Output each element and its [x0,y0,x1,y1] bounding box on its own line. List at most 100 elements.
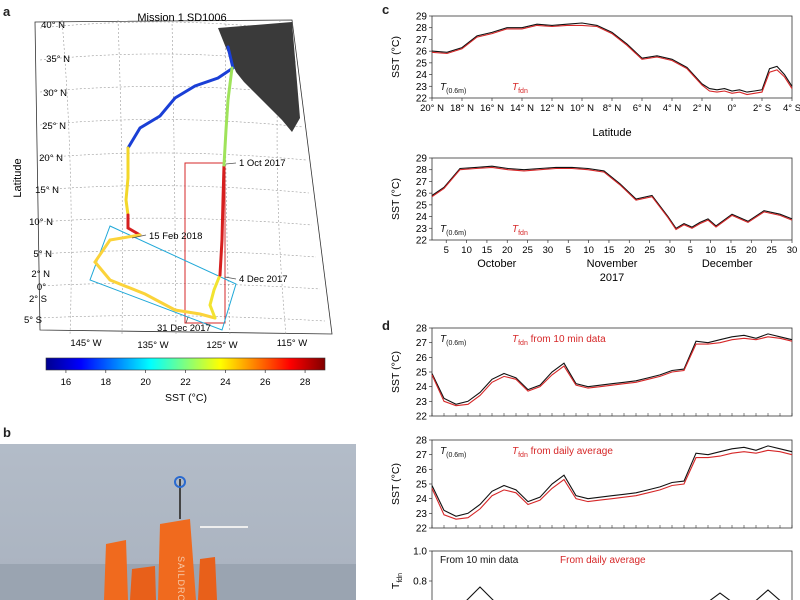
legend-suffix: from daily average [528,446,613,457]
map-annotations: 1 Oct 2017 15 Feb 2018 4 Dec 2017 31 Dec… [149,158,288,334]
map-frame [34,19,333,335]
colorbar-ticks: 16 18 20 22 24 26 28 [61,370,311,388]
series-line [431,165,793,230]
lon-label: 125° W [206,340,237,351]
annotation-label: 1 Oct 2017 [239,158,285,169]
colorbar-tick-label: 28 [300,377,311,388]
legend-entry: T(0.6m) [440,224,466,237]
panel-letter-c: c [382,2,390,17]
legend-sub: fdn [518,88,528,95]
plot-frame [431,327,793,417]
legend-name: T [512,334,519,345]
colorbar-tick-label: 20 [140,377,151,388]
y-tick-label: 26 [416,47,428,58]
legend-entry: From daily average [560,555,646,566]
annotation-label: 4 Dec 2017 [239,274,288,285]
series-line [431,166,793,231]
x-tick-label: 15 [726,245,737,256]
colorbar-tick-label: 18 [100,377,111,388]
x-tick-label: 2° N [693,103,712,114]
x-tick-label: 30 [787,245,798,256]
colorbar-tick-label: 16 [61,377,72,388]
x-tick-label: 0° [727,103,736,114]
legend-entry: Tfdn from 10 min data [512,334,606,347]
y-tick-label: 29 [416,12,428,23]
x-tick-label: 10 [705,245,716,256]
x-tick-label: 15 [604,245,615,256]
y-tick-label: 28 [416,324,428,335]
y-tick-label: 23 [416,509,428,520]
series-line [431,336,793,407]
legend-entry: T(0.6m) [440,82,466,95]
map-panel: Mission 1 SD1006 Latitude 40° N 35° N 30… [12,12,333,404]
y-tick-label: 24 [416,382,428,393]
series-line [431,449,793,520]
x-tick-label: 8° N [603,103,622,114]
y-tick-label: 28 [416,436,428,447]
colorbar-tick-label: 22 [180,377,191,388]
lat-label: 40° N [41,20,65,31]
legend-sub: (0.6m) [446,230,466,237]
legend-sub: fdn [518,340,528,347]
y-tick-label: 27 [416,450,428,461]
panel-letter-b: b [3,425,11,440]
x-tick-label: 14° N [510,103,534,114]
colorbar-tick-label: 24 [220,377,231,388]
lon-label: 135° W [137,340,168,351]
x-tick-label: 5 [566,245,571,256]
legend-entry: Tfdn [512,224,528,237]
y-tick-label: 26 [416,465,428,476]
month-label: December [702,258,753,270]
y-tick-label: 24 [416,70,428,81]
series-line [431,22,793,93]
x-tick-label: 20° N [420,103,444,114]
x-tick-label: 20 [746,245,757,256]
colorbar-tick-label: 26 [260,377,271,388]
lat-label: 2° N [31,269,50,280]
lat-label: 20° N [39,153,63,164]
y-axis-label: SST (°C) [390,36,402,78]
x-axis-label: Latitude [592,127,631,139]
x-tick-label: 25 [644,245,655,256]
colorbar [45,357,326,371]
legend-sub: (0.6m) [446,340,466,347]
y-axis-label: SST (°C) [390,463,402,505]
series-line [466,586,781,600]
legend-name: From daily average [560,555,646,566]
legend-sub: (0.6m) [446,452,466,459]
annotation-arrows [131,162,237,324]
lon-label: 145° W [70,338,101,349]
legend-suffix: from 10 min data [528,334,606,345]
y-tick-label: 23 [416,397,428,408]
y-tick-label: 27 [416,338,428,349]
y-axis-label-sub: fdn [397,573,404,583]
legend-entry: Tfdn from daily average [512,446,613,459]
y-tick-label: 23 [416,224,428,235]
x-tick-label: 5 [688,245,693,256]
drone-track [93,45,235,320]
x-tick-label: 10 [583,245,594,256]
lat-label: 35° N [46,54,70,65]
x-tick-label: 6° N [633,103,652,114]
plot-frame [431,15,793,99]
map-lat-labels: 40° N 35° N 30° N 25° N 20° N 15° N 10° … [24,20,70,326]
x-tick-label: 2° S [753,103,771,114]
lat-label: 15° N [35,185,59,196]
x-tick-label: 30 [543,245,554,256]
legend-name: T [512,446,519,457]
lat-label: 30° N [43,88,67,99]
panel-letter-d: d [382,318,390,333]
y-tick-label: 25 [416,368,428,379]
y-tick-label: 28 [416,165,428,176]
x-tick-label: 4° S [783,103,800,114]
lon-label: 115° W [277,338,308,349]
legend-entry: T(0.6m) [440,334,466,347]
y-axis-label: Tfdn [390,573,404,589]
legend-sub: (0.6m) [446,88,466,95]
y-axis-label: SST (°C) [390,178,402,220]
y-tick-label: 27 [416,35,428,46]
series-line [431,333,793,405]
y-axis-label: SST (°C) [390,351,402,393]
colorbar-label: SST (°C) [165,392,207,404]
x-tick-label: 12° N [540,103,564,114]
